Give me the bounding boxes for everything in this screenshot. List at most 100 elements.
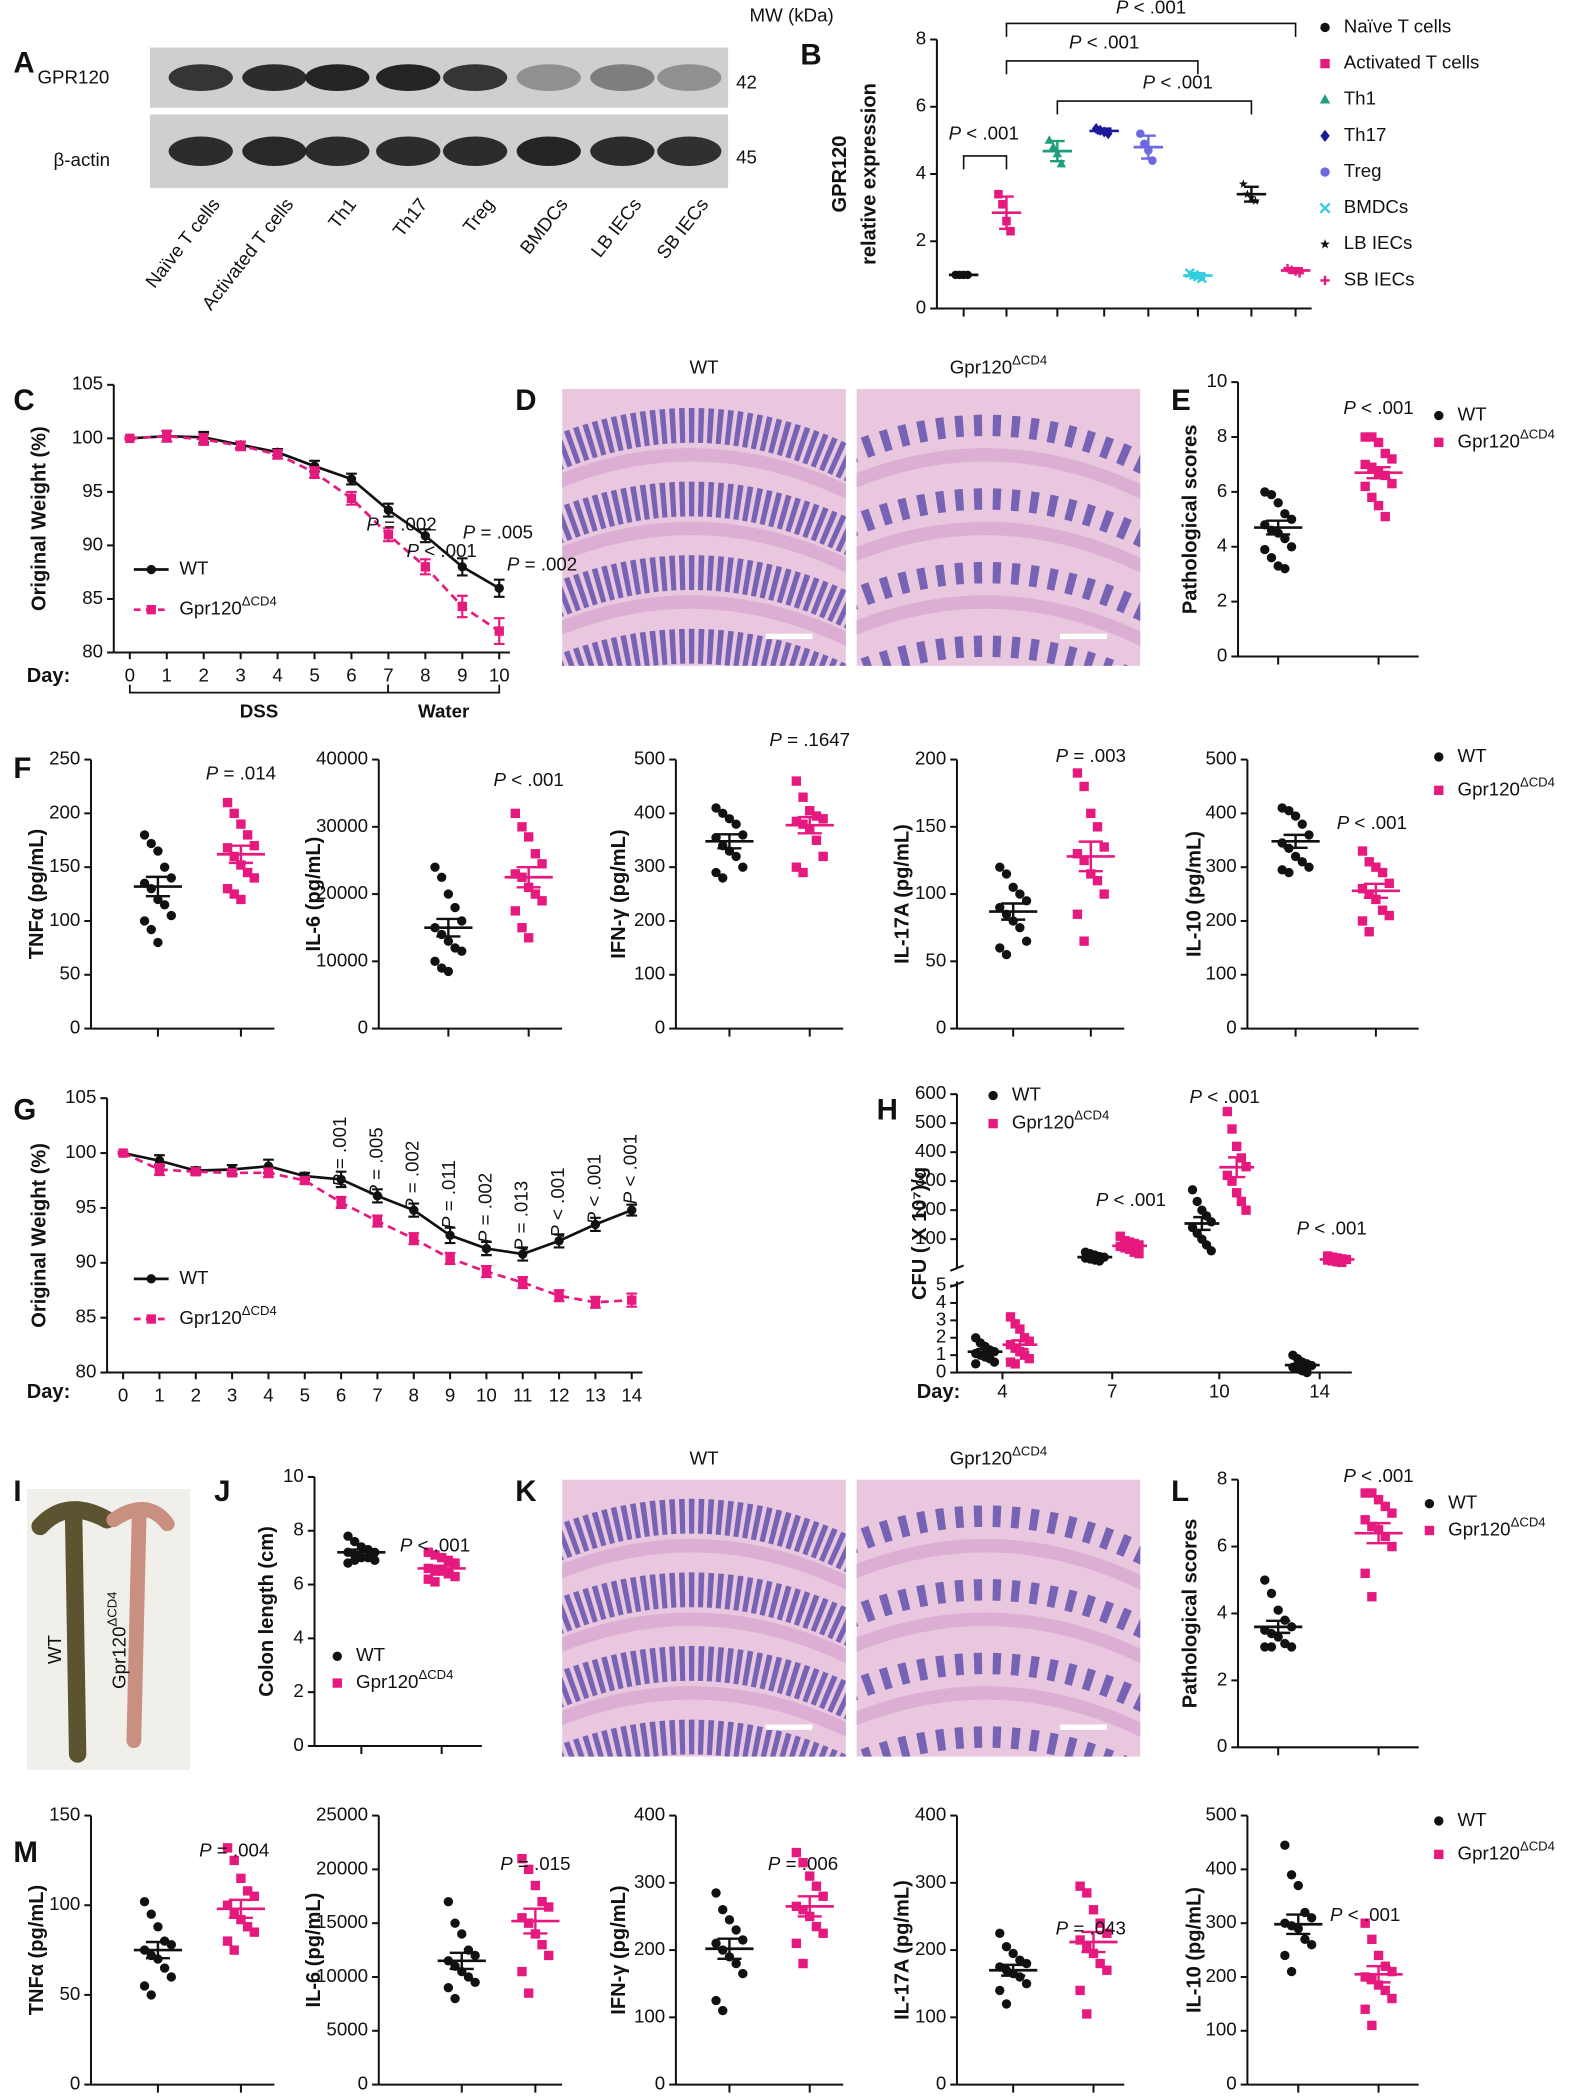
data-point <box>523 1864 534 1875</box>
y-tick-label: 150 <box>49 1804 80 1825</box>
y-tick-label: 5000 <box>326 2019 368 2040</box>
data-point <box>336 1197 346 1208</box>
data-point <box>1380 511 1390 522</box>
data-point <box>1222 1106 1233 1117</box>
y-axis-label: IFN-γ (pg/mL) <box>608 829 630 958</box>
data-point <box>1367 1592 1377 1602</box>
data-point <box>1273 498 1283 508</box>
data-point <box>162 431 172 441</box>
error-bar <box>717 833 742 850</box>
data-point <box>1367 1521 1377 1532</box>
data-point <box>1266 1642 1277 1652</box>
y-axis-label: IL-6 (pg/mL) <box>303 837 325 952</box>
data-point <box>537 1896 547 1907</box>
data-point <box>272 449 283 460</box>
blot-band <box>657 136 722 166</box>
annotation: P = .015 <box>500 1853 570 1874</box>
data-point <box>517 1913 527 1923</box>
legend-label: Activated T cells <box>1344 52 1480 73</box>
data-point <box>1284 805 1294 816</box>
data-point <box>1095 1918 1105 1928</box>
data-point <box>1357 916 1368 926</box>
data-point <box>346 493 357 503</box>
data-point <box>798 792 808 802</box>
error-bar <box>717 1937 742 1961</box>
data-point <box>518 1277 528 1288</box>
crypt-band <box>562 1646 846 1720</box>
error-bar <box>1366 1521 1391 1545</box>
y-tick-label: 300 <box>915 1871 946 1892</box>
crypt-band <box>856 561 1141 622</box>
data-point <box>1290 811 1301 821</box>
data-point <box>1367 1488 1377 1498</box>
x-tick-label: 5 <box>309 665 319 686</box>
data-point <box>818 1891 828 1901</box>
image-title: WT <box>689 1448 718 1469</box>
x-tick-label: 14 <box>1309 1381 1330 1402</box>
annotation: P < .001 <box>547 1167 568 1237</box>
data-point <box>724 1915 735 1925</box>
lane-label: Th1 <box>324 194 360 232</box>
data-point <box>1304 830 1314 840</box>
data-point <box>1092 822 1103 832</box>
legend-marker <box>332 1651 342 1661</box>
y-tick-label: 6 <box>293 1573 303 1594</box>
y-tick-label: 600 <box>915 1082 946 1103</box>
data-point <box>229 808 239 819</box>
x-axis-label: Day: <box>27 665 71 687</box>
annotation: P = .001 <box>329 1117 350 1187</box>
data-point <box>1232 1188 1242 1198</box>
lamina <box>535 1766 872 1816</box>
y-tick-label: 200 <box>1205 909 1236 930</box>
lamina <box>856 1612 1141 1664</box>
y-tick-label: 0 <box>1226 1017 1236 1038</box>
data-point <box>153 846 163 856</box>
legend-label: Naïve T cells <box>1344 15 1452 36</box>
data-point <box>1373 1950 1384 1961</box>
crypt-band <box>856 635 1129 666</box>
x-axis-label: Day: <box>917 1381 961 1403</box>
legend-marker <box>332 1678 342 1688</box>
lamina <box>562 1538 846 1590</box>
data-point <box>718 808 728 819</box>
y-tick-label: 90 <box>82 533 103 554</box>
data-point <box>443 1896 454 1907</box>
bracket <box>1056 100 1253 115</box>
y-tick-label: 150 <box>49 855 80 876</box>
data-point <box>1380 448 1390 459</box>
legend-marker <box>1424 1525 1435 1536</box>
x-tick-label: 9 <box>457 665 467 686</box>
blot-band <box>305 64 370 92</box>
annotation: P = .002 <box>474 1173 495 1243</box>
data-point <box>791 816 802 827</box>
error-bar <box>523 1907 548 1935</box>
data-point <box>242 830 253 840</box>
data-point <box>738 830 748 840</box>
data-point <box>537 1940 547 1950</box>
data-point <box>1380 470 1390 481</box>
annotation: P = .006 <box>768 1853 838 1874</box>
data-point <box>420 562 431 572</box>
data-point <box>1290 851 1301 862</box>
data-point <box>1206 1246 1216 1256</box>
y-tick-label: 100 <box>1205 963 1236 984</box>
annotation: P < .001 <box>949 122 1019 143</box>
y-tick-label: 0 <box>936 1361 946 1382</box>
data-point <box>1373 1495 1384 1505</box>
data-point <box>1187 1185 1198 1195</box>
error-bar <box>797 1895 822 1918</box>
x-tick-label: 3 <box>235 665 245 686</box>
error-bar <box>1120 1242 1139 1249</box>
legend-marker <box>146 604 156 615</box>
data-point <box>1079 781 1089 792</box>
data-point <box>627 1295 637 1305</box>
axis-break <box>949 1264 965 1272</box>
legend-marker <box>1319 202 1331 214</box>
data-point <box>1360 1515 1370 1525</box>
data-point <box>1192 1196 1202 1207</box>
data-point <box>517 923 527 933</box>
x-tick-label: 10 <box>476 1385 497 1406</box>
data-point <box>443 966 454 977</box>
legend-marker <box>1434 785 1444 796</box>
y-axis-label: CFU ( X 10⁷)/g <box>909 1167 931 1300</box>
